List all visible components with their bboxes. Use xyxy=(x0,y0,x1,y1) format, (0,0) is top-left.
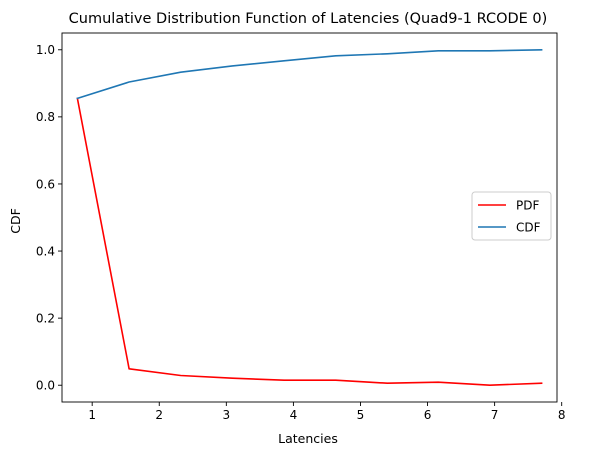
x-tick-label-4: 4 xyxy=(290,408,298,422)
x-tick-label-5: 5 xyxy=(357,408,365,422)
y-tick-label-0.2: 0.2 xyxy=(36,311,55,325)
legend-frame xyxy=(471,191,552,241)
x-tick-label-1: 1 xyxy=(88,408,96,422)
y-tick-label-0.8: 0.8 xyxy=(36,110,55,124)
x-axis-title: Latencies xyxy=(278,431,338,446)
y-tick-label-1.0: 1.0 xyxy=(36,43,55,57)
y-axis-title: CDF xyxy=(8,208,23,234)
legend: PDF CDF xyxy=(471,191,552,241)
x-tick-label-2: 2 xyxy=(155,408,163,422)
x-tick-label-6: 6 xyxy=(424,408,432,422)
legend-label-pdf: PDF xyxy=(516,199,539,213)
x-tick-label-7: 7 xyxy=(491,408,499,422)
series-line-pdf xyxy=(76,97,543,387)
x-tick-label-8: 8 xyxy=(558,408,566,422)
legend-label-cdf: CDF xyxy=(516,221,541,235)
x-tick-label-3: 3 xyxy=(223,408,231,422)
plot-area: 1 2 3 4 5 6 7 8 0.0 0.2 0.4 0.6 0.8 1.0 xyxy=(36,32,566,422)
y-tick-label-0.4: 0.4 xyxy=(36,244,55,258)
y-tick-label-0.0: 0.0 xyxy=(36,379,55,393)
series-line-cdf xyxy=(76,48,543,100)
chart-title: Cumulative Distribution Function of Late… xyxy=(69,11,548,27)
y-tick-label-0.6: 0.6 xyxy=(36,177,55,191)
axes-frame xyxy=(61,32,558,403)
